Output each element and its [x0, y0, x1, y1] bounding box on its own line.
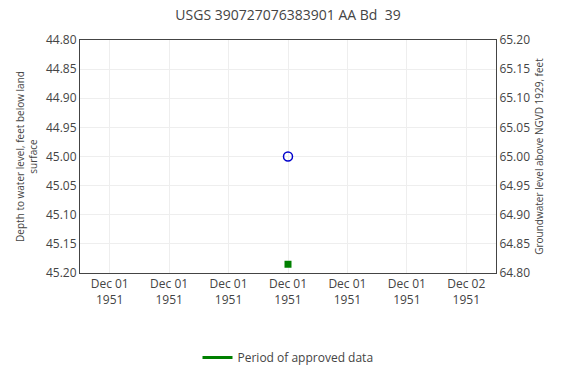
svg-text:Dec 011951: Dec 011951 [210, 275, 248, 308]
svg-text:Period of approved data: Period of approved data [238, 349, 374, 366]
svg-text:64.90: 64.90 [499, 206, 530, 223]
svg-text:Dec 011951: Dec 011951 [150, 275, 188, 308]
svg-text:65.20: 65.20 [499, 31, 530, 48]
svg-text:USGS 390727076383901 AA Bd 39: USGS 390727076383901 AA Bd 39 [175, 5, 400, 24]
svg-text:45.00: 45.00 [46, 148, 77, 165]
svg-text:45.20: 45.20 [46, 264, 77, 281]
svg-text:65.00: 65.00 [499, 148, 530, 165]
svg-text:65.15: 65.15 [499, 60, 530, 77]
svg-text:65.10: 65.10 [499, 89, 530, 106]
svg-text:Depth to water level, feet bel: Depth to water level, feet below landsur… [13, 71, 40, 242]
svg-text:Dec 011951: Dec 011951 [328, 275, 366, 308]
svg-text:64.85: 64.85 [499, 235, 530, 252]
svg-text:Dec 011951: Dec 011951 [388, 275, 426, 308]
svg-text:44.85: 44.85 [46, 60, 77, 77]
svg-text:64.80: 64.80 [499, 264, 530, 281]
svg-text:44.95: 44.95 [46, 119, 77, 136]
svg-text:45.15: 45.15 [46, 235, 77, 252]
svg-text:Groundwater level above NGVD 1: Groundwater level above NGVD 1929, feet [532, 58, 546, 255]
svg-text:45.05: 45.05 [46, 177, 77, 194]
svg-text:64.95: 64.95 [499, 177, 530, 194]
svg-text:44.90: 44.90 [46, 89, 77, 106]
svg-text:45.10: 45.10 [46, 206, 77, 223]
svg-text:Dec 011951: Dec 011951 [91, 275, 129, 308]
svg-text:65.05: 65.05 [499, 119, 530, 136]
svg-text:Dec 011951: Dec 011951 [269, 275, 307, 308]
svg-text:44.80: 44.80 [46, 31, 77, 48]
svg-text:Dec 021951: Dec 021951 [447, 275, 485, 308]
